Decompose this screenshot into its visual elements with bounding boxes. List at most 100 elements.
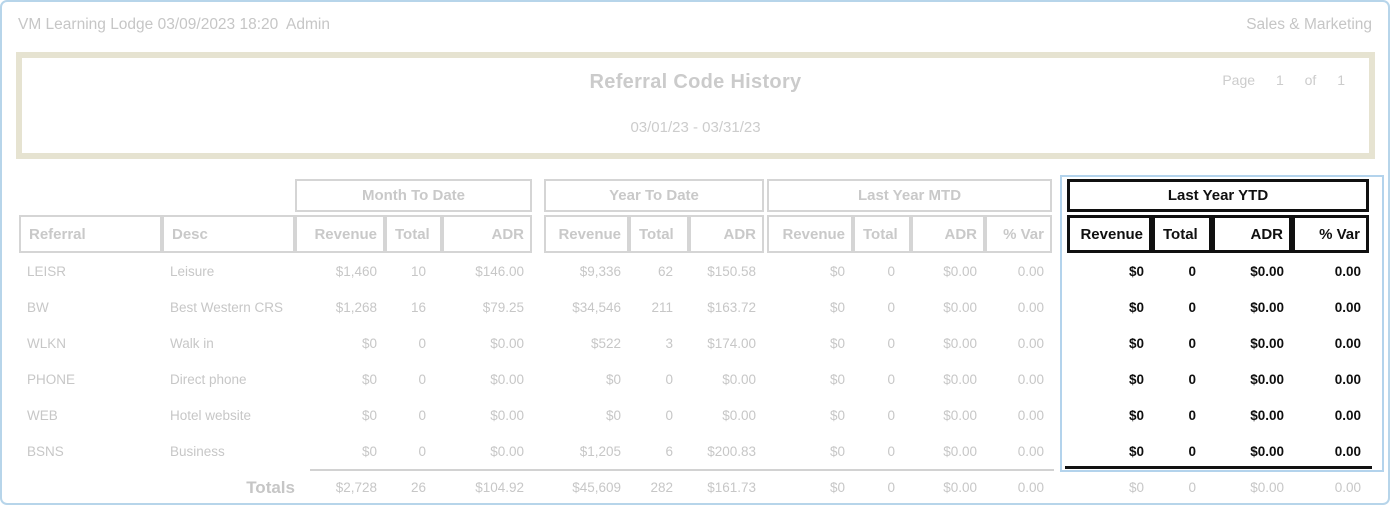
top-bar: VM Learning Lodge 03/09/2023 18:20 Admin…: [18, 12, 1372, 38]
ytd-total-cell: 6: [665, 443, 673, 459]
lymtd-total-cell: 0: [887, 443, 895, 459]
lyytd-pctvar-cell: 0.00: [1334, 263, 1361, 279]
lymtd-pctvar-total: 0.00: [1017, 480, 1044, 495]
lymtd-pctvar-cell: 0.00: [1017, 335, 1044, 351]
totals-separator-line: [310, 469, 1054, 471]
lyytd-revenue-cell: $0: [1128, 335, 1144, 351]
page-number: 1: [1275, 72, 1284, 88]
table-row: WEB Hotel website $0 0 $0.00 $0 0 $0.00 …: [19, 397, 1369, 433]
lymtd-pctvar-cell: 0.00: [1017, 407, 1044, 423]
mtd-revenue-cell: $0: [361, 335, 377, 351]
of-label: of: [1304, 72, 1317, 88]
lymtd-total-cell: 0: [887, 407, 895, 423]
page-indicator: Page 1 of 1: [1222, 72, 1345, 88]
col-header-ytd-revenue: Revenue: [544, 215, 629, 253]
lyytd-pctvar-cell: 0.00: [1334, 371, 1361, 387]
mtd-adr-cell: $79.25: [482, 299, 524, 315]
totals-row: Totals $2,728 26 $104.92 $45,609 282 $16…: [19, 471, 1369, 503]
col-header-mtd-adr: ADR: [442, 215, 532, 253]
department-label: Sales & Marketing: [1246, 16, 1372, 33]
lymtd-pctvar-cell: 0.00: [1017, 299, 1044, 315]
spacer: [532, 179, 544, 212]
table-row: PHONE Direct phone $0 0 $0.00 $0 0 $0.00…: [19, 361, 1369, 397]
referral-code-cell: PHONE: [27, 371, 76, 387]
group-header-last-year-ytd: Last Year YTD: [1067, 179, 1369, 212]
referral-code-cell: WLKN: [27, 335, 67, 351]
referral-code-cell: BW: [27, 299, 49, 315]
mtd-total-cell: 0: [418, 335, 426, 351]
lyytd-adr-cell: $0.00: [1250, 443, 1284, 459]
lymtd-pctvar-cell: 0.00: [1017, 371, 1044, 387]
lyytd-adr-cell: $0.00: [1250, 299, 1284, 315]
lyytd-revenue-cell: $0: [1128, 263, 1144, 279]
mtd-revenue-total: $2,728: [335, 480, 377, 495]
lymtd-total-cell: 0: [887, 371, 895, 387]
desc-cell: Best Western CRS: [170, 299, 284, 315]
referral-code-cell: BSNS: [27, 443, 64, 459]
desc-cell: Hotel website: [170, 407, 252, 423]
ytd-total-cell: 0: [665, 407, 673, 423]
lymtd-adr-cell: $0.00: [943, 371, 977, 387]
ytd-adr-cell: $0.00: [722, 371, 756, 387]
lymtd-pctvar-cell: 0.00: [1017, 263, 1044, 279]
table-row: BSNS Business $0 0 $0.00 $1,205 6 $200.8…: [19, 433, 1369, 469]
lymtd-total-cell: 0: [887, 263, 895, 279]
column-header-row: Referral Desc Revenue Total ADR Revenue …: [19, 215, 1369, 253]
lyytd-adr-cell: $0.00: [1250, 335, 1284, 351]
mtd-total-cell: 0: [418, 407, 426, 423]
group-header-last-year-mtd: Last Year MTD: [767, 179, 1052, 212]
ytd-total-cell: 62: [657, 263, 673, 279]
lymtd-revenue-cell: $0: [829, 299, 845, 315]
ytd-revenue-cell: $9,336: [579, 263, 621, 279]
mtd-adr-cell: $0.00: [490, 443, 524, 459]
mtd-adr-total: $104.92: [475, 480, 524, 495]
lymtd-revenue-cell: $0: [829, 335, 845, 351]
ytd-revenue-cell: $522: [590, 335, 621, 351]
spacer: [532, 215, 544, 253]
lymtd-adr-total: $0.00: [943, 480, 977, 495]
ytd-revenue-cell: $0: [605, 407, 621, 423]
lyytd-total-cell: 0: [1188, 335, 1196, 351]
mtd-revenue-cell: $0: [361, 443, 377, 459]
mtd-total-cell: 0: [418, 371, 426, 387]
lyytd-total-total: 0: [1188, 480, 1196, 495]
lyytd-revenue-cell: $0: [1128, 299, 1144, 315]
desc-cell: Business: [170, 443, 225, 459]
mtd-adr-cell: $0.00: [490, 335, 524, 351]
lyytd-revenue-cell: $0: [1128, 407, 1144, 423]
lymtd-revenue-total: $0: [829, 480, 845, 495]
lymtd-revenue-cell: $0: [829, 371, 845, 387]
mtd-revenue-cell: $1,268: [335, 299, 377, 315]
page-label: Page: [1222, 72, 1256, 88]
totals-separator-line-highlighted: [1065, 466, 1372, 469]
lyytd-revenue-cell: $0: [1128, 371, 1144, 387]
spacer: [19, 179, 295, 212]
lyytd-pctvar-cell: 0.00: [1334, 407, 1361, 423]
col-header-lymtd-pctvar: % Var: [985, 215, 1052, 253]
desc-cell: Leisure: [170, 263, 215, 279]
lyytd-pctvar-cell: 0.00: [1334, 335, 1361, 351]
group-header-month-to-date: Month To Date: [295, 179, 532, 212]
spacer: [1052, 215, 1067, 253]
lymtd-pctvar-cell: 0.00: [1017, 443, 1044, 459]
ytd-adr-total: $161.73: [707, 480, 756, 495]
group-header-row: Month To Date Year To Date Last Year MTD…: [19, 179, 1369, 212]
lymtd-adr-cell: $0.00: [943, 335, 977, 351]
lyytd-revenue-total: $0: [1128, 480, 1144, 495]
referral-code-cell: LEISR: [27, 263, 67, 279]
referral-history-table: Month To Date Year To Date Last Year MTD…: [19, 179, 1369, 503]
col-header-lyytd-revenue: Revenue: [1067, 215, 1152, 253]
lyytd-revenue-cell: $0: [1128, 443, 1144, 459]
col-header-lyytd-total: Total: [1152, 215, 1212, 253]
property-datetime-user-label: VM Learning Lodge 03/09/2023 18:20 Admin: [18, 16, 330, 33]
lymtd-adr-cell: $0.00: [943, 299, 977, 315]
group-header-year-to-date: Year To Date: [544, 179, 764, 212]
lyytd-total-cell: 0: [1188, 371, 1196, 387]
lyytd-total-cell: 0: [1188, 443, 1196, 459]
table-row: LEISR Leisure $1,460 10 $146.00 $9,336 6…: [19, 253, 1369, 289]
ytd-adr-cell: $200.83: [707, 443, 756, 459]
lymtd-total-cell: 0: [887, 335, 895, 351]
ytd-revenue-total: $45,609: [572, 480, 621, 495]
ytd-total-cell: 211: [651, 299, 673, 315]
